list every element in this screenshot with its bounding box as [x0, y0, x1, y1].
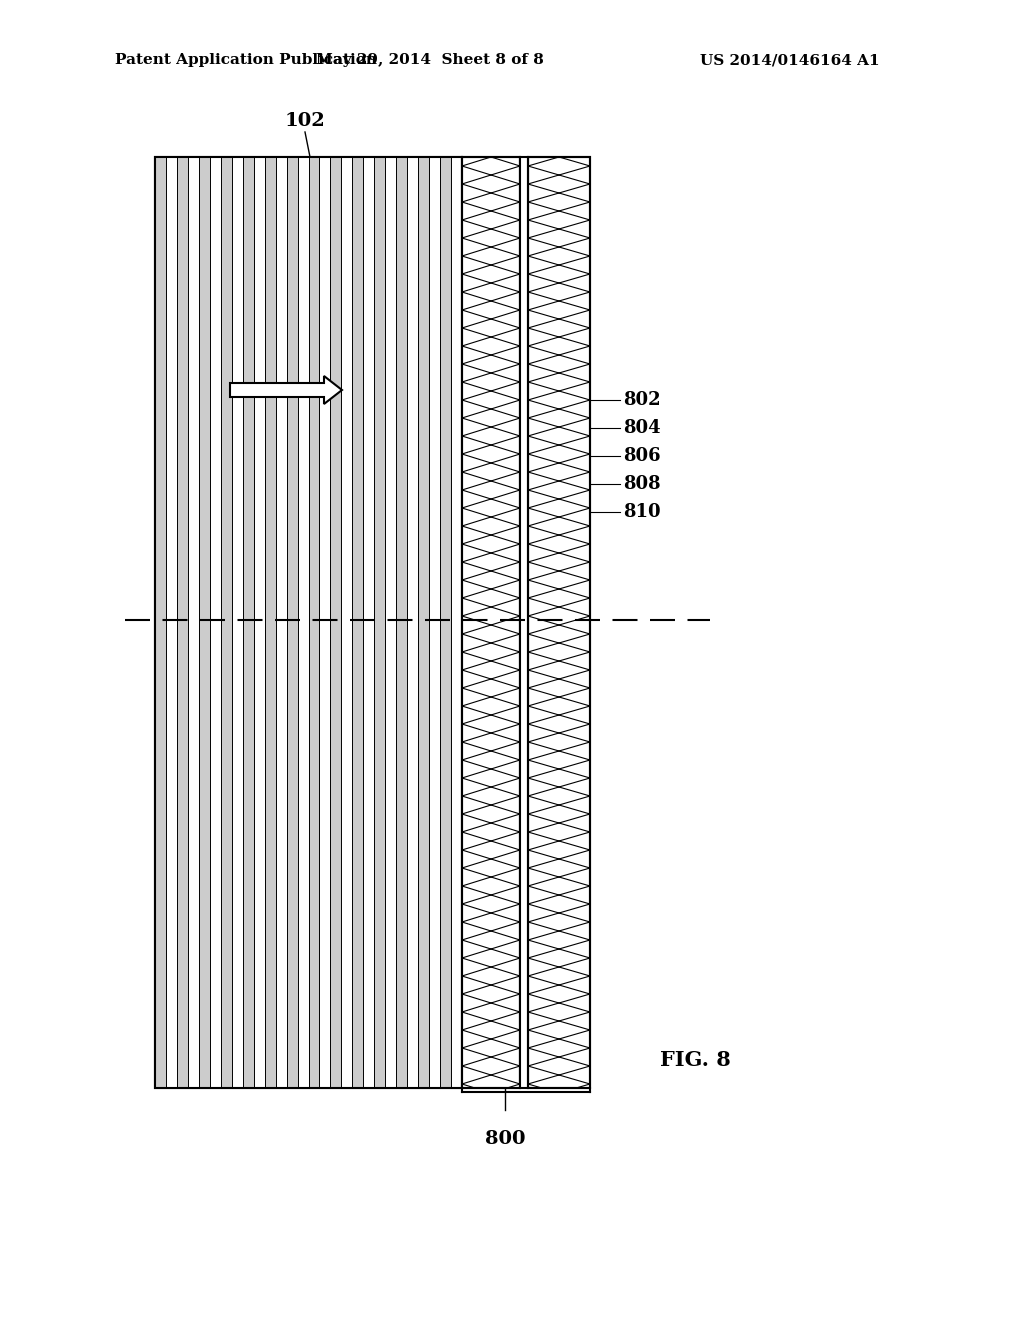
Bar	[408, 157, 418, 1088]
Bar	[352, 157, 364, 1088]
Bar	[243, 157, 254, 1088]
Bar	[308, 157, 319, 1088]
Bar	[166, 157, 177, 1088]
Bar	[440, 157, 451, 1088]
Text: 810: 810	[623, 503, 660, 521]
Bar	[199, 157, 210, 1088]
Bar	[528, 157, 590, 1088]
Bar	[231, 157, 243, 1088]
Text: 800: 800	[484, 1130, 525, 1148]
Bar	[287, 157, 298, 1088]
Bar	[155, 157, 462, 1088]
Bar	[528, 157, 590, 1088]
Bar	[375, 157, 385, 1088]
Bar	[418, 157, 429, 1088]
Bar	[155, 157, 462, 1088]
Text: 102: 102	[285, 112, 326, 129]
Bar	[275, 157, 287, 1088]
Bar	[520, 157, 528, 1088]
Bar	[451, 157, 462, 1088]
Bar	[385, 157, 396, 1088]
Text: 804: 804	[623, 418, 660, 437]
Bar	[396, 157, 408, 1088]
Text: May 29, 2014  Sheet 8 of 8: May 29, 2014 Sheet 8 of 8	[316, 53, 544, 67]
Bar	[341, 157, 352, 1088]
Bar	[177, 157, 187, 1088]
Bar	[221, 157, 231, 1088]
Bar	[210, 157, 221, 1088]
Bar	[429, 157, 440, 1088]
Text: 806: 806	[623, 447, 660, 465]
Text: FIG. 8: FIG. 8	[660, 1049, 731, 1071]
Text: US 2014/0146164 A1: US 2014/0146164 A1	[700, 53, 880, 67]
Text: Patent Application Publication: Patent Application Publication	[115, 53, 377, 67]
Text: 802: 802	[623, 391, 660, 409]
FancyArrow shape	[230, 376, 342, 404]
Bar	[187, 157, 199, 1088]
Bar	[462, 157, 520, 1088]
Bar	[254, 157, 264, 1088]
Bar	[298, 157, 308, 1088]
Bar	[462, 157, 520, 1088]
Bar	[155, 157, 166, 1088]
Text: 808: 808	[623, 475, 660, 492]
Bar	[319, 157, 331, 1088]
Bar	[264, 157, 275, 1088]
Bar	[364, 157, 375, 1088]
Bar	[331, 157, 341, 1088]
